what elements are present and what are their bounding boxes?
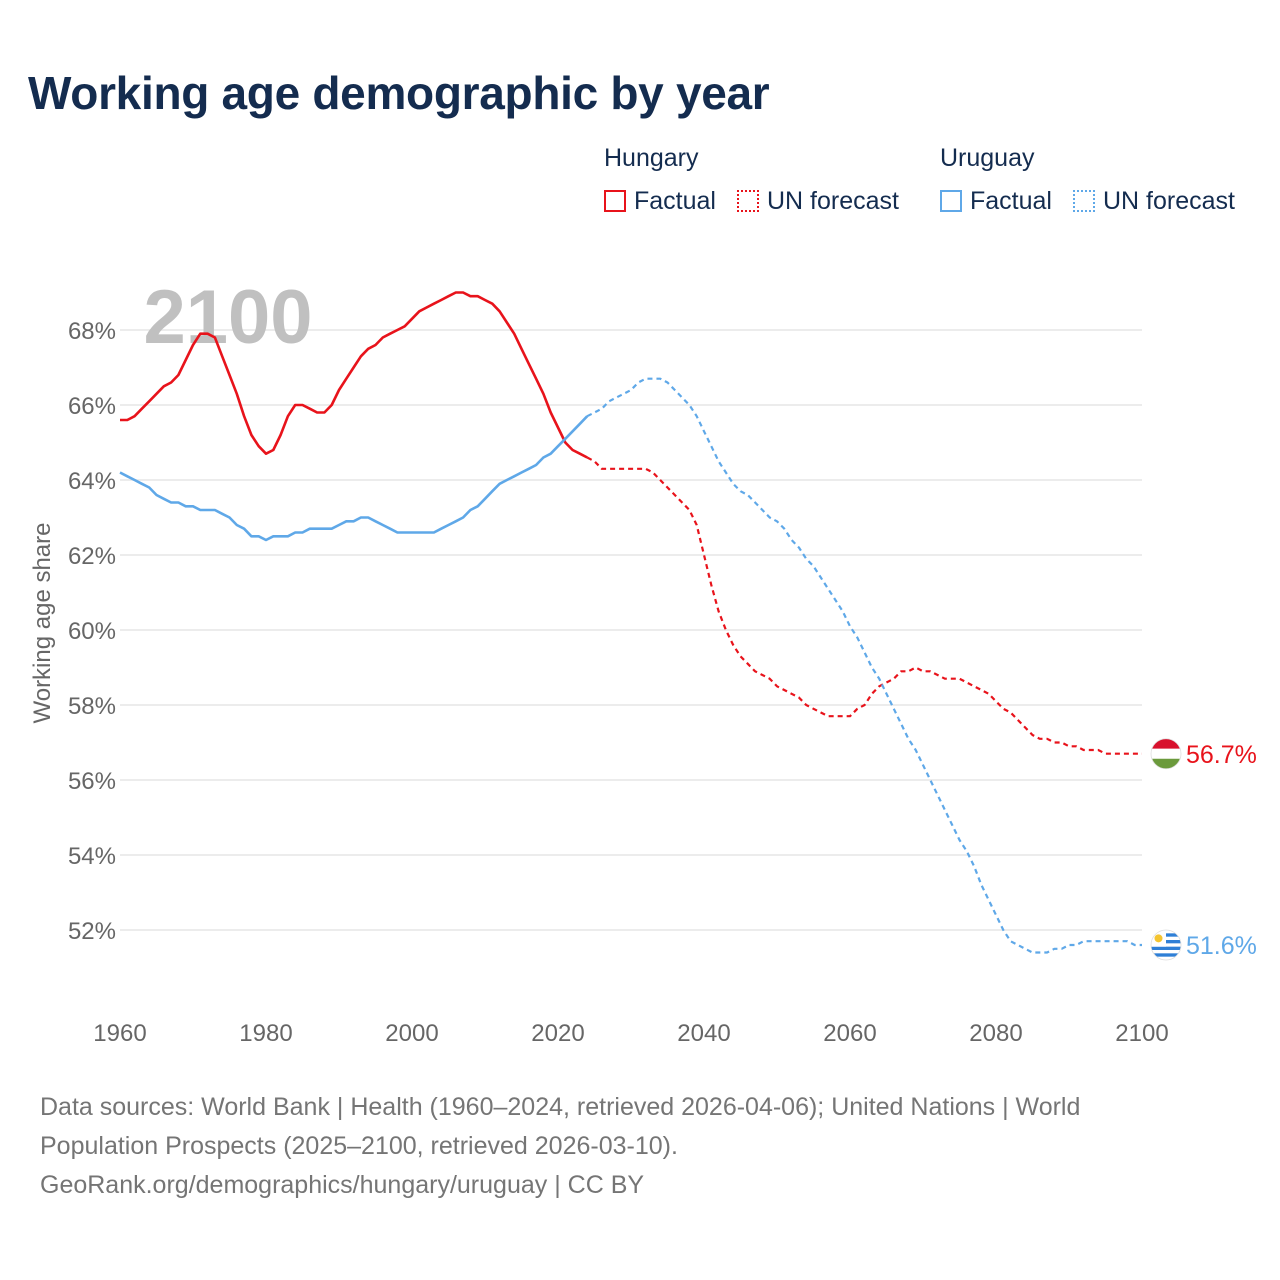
footer-link[interactable]: GeoRank.org/demographics/hungary/uruguay…: [40, 1171, 645, 1199]
legend-swatch-icon: [940, 190, 962, 212]
y-axis: 52% 54% 56% 58% 60% 62% 64% 66% 68%: [68, 318, 116, 945]
hungary-forecast-line: [586, 456, 1142, 755]
flag-outline: [1150, 738, 1182, 770]
y-tick-label: 54%: [68, 843, 116, 870]
y-tick-label: 56%: [68, 768, 116, 795]
x-tick-label: 2100: [1115, 1020, 1168, 1047]
footer-line: Population Prospects (2025–2100, retriev…: [40, 1132, 678, 1160]
legend-label: Factual: [970, 186, 1052, 215]
hungary-flag-icon: [1151, 738, 1181, 769]
hungary-end-label: 56.7%: [1186, 741, 1257, 769]
year-watermark: 2100: [143, 275, 312, 360]
x-tick-label: 2080: [969, 1020, 1022, 1047]
flag-outline: [1150, 929, 1182, 961]
hungary-factual-line: [120, 291, 588, 459]
legend-hungary-factual[interactable]: Factual: [604, 186, 716, 216]
x-axis: 1960 1980 2000 2020 2040 2060 2080 2100: [93, 1020, 1168, 1047]
legend-label: UN forecast: [767, 186, 899, 215]
legend-label: Factual: [634, 186, 716, 215]
legend-swatch-icon: [737, 190, 759, 212]
y-axis-title: Working age share: [29, 523, 56, 724]
y-tick-label: 52%: [68, 918, 116, 945]
end-labels: 56.7% 51.6%: [1150, 738, 1257, 961]
x-tick-label: 2000: [385, 1020, 438, 1047]
y-tick-label: 64%: [68, 468, 116, 495]
footer-line: Data sources: World Bank | Health (1960–…: [40, 1093, 1081, 1121]
legend-swatch-icon: [1073, 190, 1095, 212]
legend-hungary-forecast[interactable]: UN forecast: [737, 186, 899, 216]
series-lines: [119, 291, 1142, 954]
y-tick-label: 62%: [68, 543, 116, 570]
x-tick-label: 1980: [239, 1020, 292, 1047]
legend-uruguay-forecast[interactable]: UN forecast: [1073, 186, 1235, 216]
x-tick-label: 2040: [677, 1020, 730, 1047]
y-tick-label: 68%: [68, 318, 116, 345]
y-tick-label: 60%: [68, 618, 116, 645]
uruguay-forecast-line: [586, 377, 1142, 954]
x-tick-label: 2020: [531, 1020, 584, 1047]
legend-group-hungary: Hungary: [604, 144, 699, 172]
y-tick-label: 66%: [68, 393, 116, 420]
uruguay-factual-line: [119, 415, 589, 542]
y-tick-label: 58%: [68, 693, 116, 720]
legend-swatch-icon: [604, 190, 626, 212]
x-tick-label: 2060: [823, 1020, 876, 1047]
chart-title: Working age demographic by year: [28, 67, 770, 119]
footer-sources: Data sources: World Bank | Health (1960–…: [40, 1088, 1240, 1205]
grid-lines: [120, 329, 1142, 931]
legend-uruguay-factual[interactable]: Factual: [940, 186, 1052, 216]
uruguay-end-label: 51.6%: [1186, 932, 1257, 960]
legend-label: UN forecast: [1103, 186, 1235, 215]
legend-group-uruguay: Uruguay: [940, 144, 1035, 172]
x-tick-label: 1960: [93, 1020, 146, 1047]
uruguay-flag-icon: [1151, 930, 1181, 960]
